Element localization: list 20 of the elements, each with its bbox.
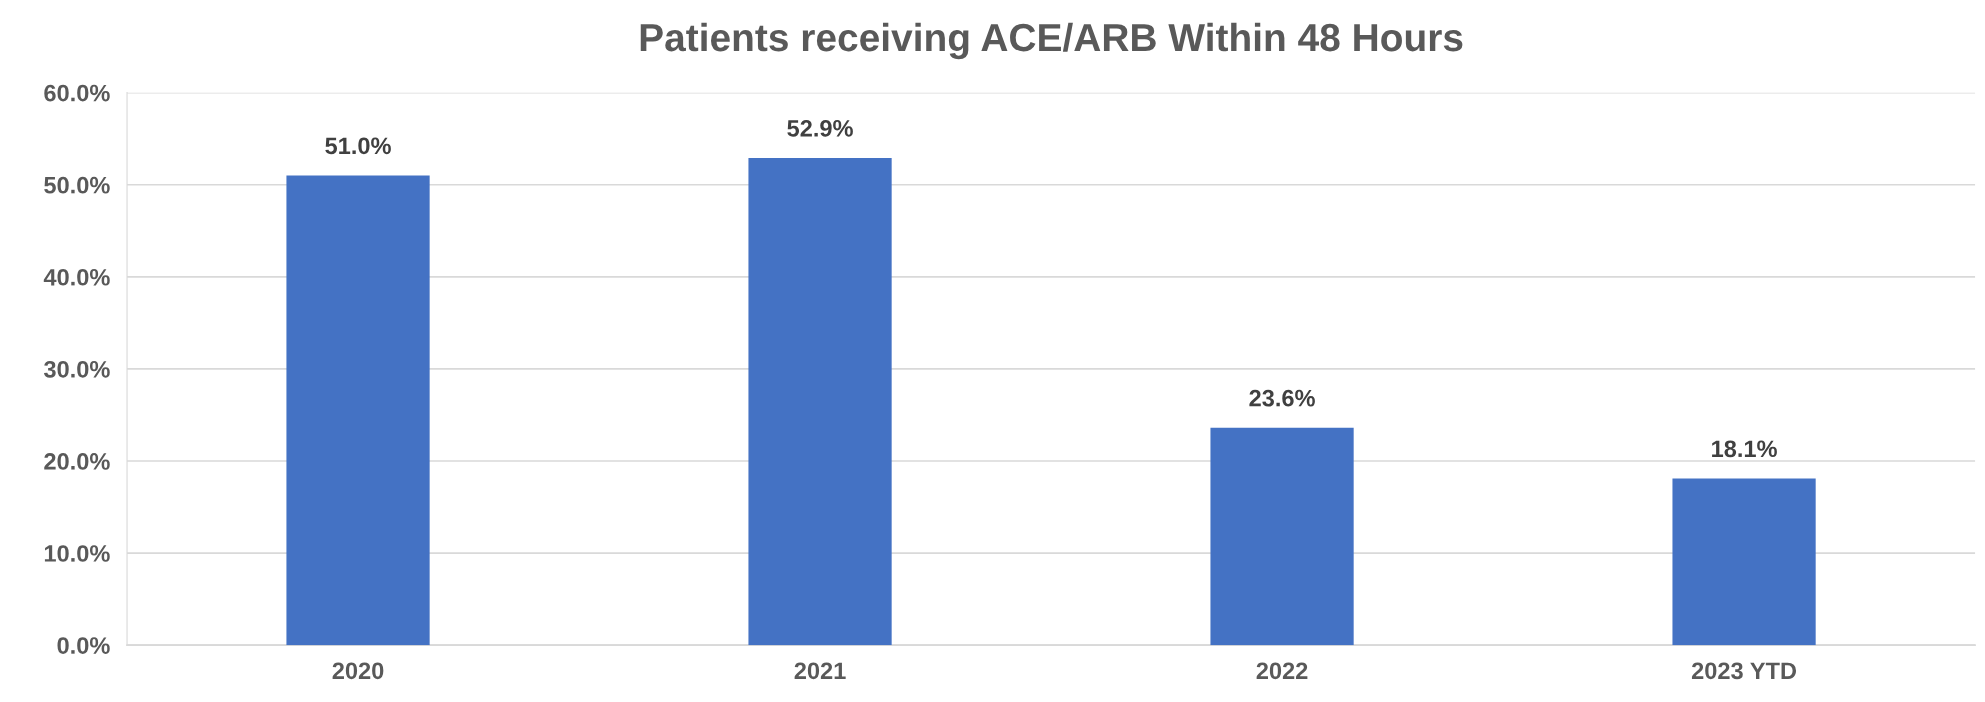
data-label: 18.1%	[1712, 440, 1777, 458]
y-tick-label: 50.0%	[44, 176, 110, 194]
y-tick-label: 60.0%	[44, 84, 110, 102]
bar	[748, 158, 892, 646]
bar	[1672, 478, 1816, 646]
x-tick-label: 2023 YTD	[1691, 662, 1797, 680]
y-tick-label: 40.0%	[43, 268, 110, 286]
data-label: 51.0%	[325, 137, 391, 155]
y-tick-label: 20.0%	[44, 453, 110, 470]
data-label: 52.9%	[787, 119, 853, 137]
chart-title: Patients receiving ACE/ARB Within 48 Hours	[640, 22, 1463, 60]
x-tick-label: 2022	[1256, 662, 1308, 680]
bar	[1210, 427, 1354, 646]
data-label: 23.6%	[1249, 389, 1315, 407]
y-tick-label: 30.0%	[43, 360, 110, 378]
bar	[286, 175, 430, 646]
y-tick-label: 10.0%	[44, 545, 110, 562]
x-tick-label: 2020	[332, 662, 384, 680]
x-tick-label: 2021	[794, 662, 846, 680]
y-tick-label: 0.0%	[57, 637, 110, 654]
